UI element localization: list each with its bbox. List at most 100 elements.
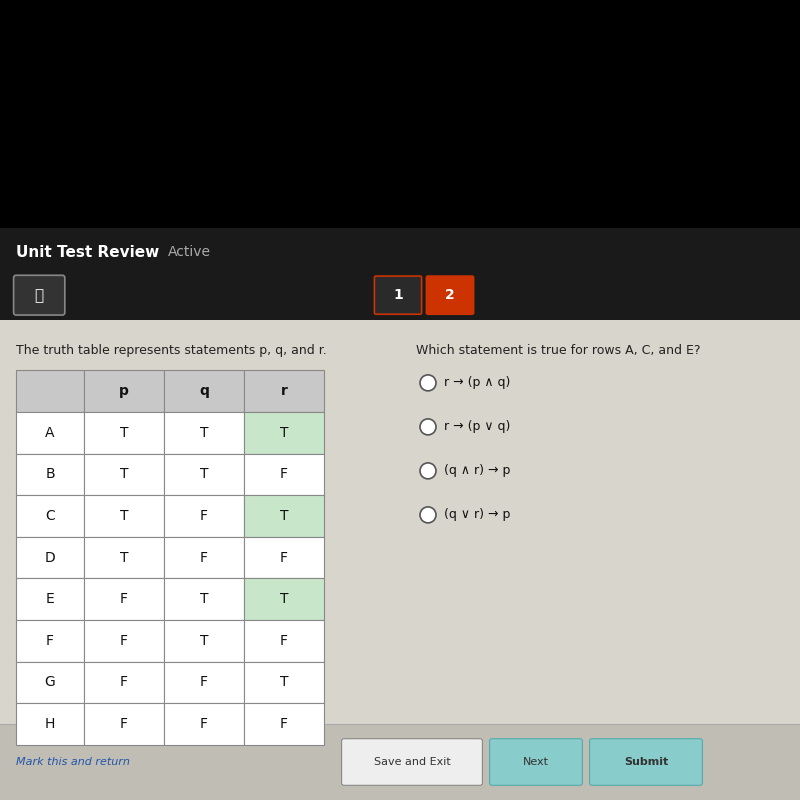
FancyBboxPatch shape xyxy=(14,275,65,315)
Text: T: T xyxy=(200,592,208,606)
Text: T: T xyxy=(120,509,128,523)
Text: E: E xyxy=(46,592,54,606)
Bar xyxy=(84,578,164,620)
Bar xyxy=(84,537,164,578)
Text: F: F xyxy=(46,634,54,648)
Bar xyxy=(84,454,164,495)
Bar xyxy=(244,662,324,703)
Text: T: T xyxy=(280,675,288,690)
Circle shape xyxy=(420,375,436,391)
Text: F: F xyxy=(120,634,128,648)
Text: Unit Test Review: Unit Test Review xyxy=(16,245,159,260)
Text: (q ∧ r) → p: (q ∧ r) → p xyxy=(444,464,510,478)
Bar xyxy=(164,412,244,454)
Bar xyxy=(16,537,84,578)
Bar xyxy=(16,620,84,662)
FancyBboxPatch shape xyxy=(490,738,582,786)
Bar xyxy=(164,578,244,620)
Circle shape xyxy=(420,507,436,523)
Bar xyxy=(16,662,84,703)
Text: F: F xyxy=(120,592,128,606)
Text: F: F xyxy=(120,675,128,690)
Text: Mark this and return: Mark this and return xyxy=(16,757,130,767)
Text: T: T xyxy=(200,634,208,648)
Bar xyxy=(84,620,164,662)
Circle shape xyxy=(420,419,436,435)
Text: F: F xyxy=(280,717,288,731)
Bar xyxy=(16,370,84,412)
Text: G: G xyxy=(45,675,55,690)
Bar xyxy=(16,578,84,620)
Text: ⎙: ⎙ xyxy=(34,288,44,302)
Bar xyxy=(0,228,800,320)
Bar xyxy=(16,703,84,745)
Text: r: r xyxy=(281,384,287,398)
Text: T: T xyxy=(120,467,128,482)
Text: T: T xyxy=(120,426,128,440)
Bar xyxy=(164,495,244,537)
Text: 1: 1 xyxy=(393,288,403,302)
Bar xyxy=(244,578,324,620)
Text: F: F xyxy=(280,550,288,565)
FancyBboxPatch shape xyxy=(426,276,474,314)
Text: A: A xyxy=(46,426,54,440)
Text: T: T xyxy=(280,509,288,523)
Text: T: T xyxy=(280,426,288,440)
Text: The truth table represents statements p, q, and r.: The truth table represents statements p,… xyxy=(16,344,326,357)
Bar xyxy=(84,370,164,412)
Text: Save and Exit: Save and Exit xyxy=(374,757,450,767)
Bar xyxy=(164,620,244,662)
Bar xyxy=(16,454,84,495)
Text: F: F xyxy=(200,717,208,731)
Text: r → (p ∨ q): r → (p ∨ q) xyxy=(444,420,510,434)
FancyBboxPatch shape xyxy=(590,738,702,786)
Text: F: F xyxy=(280,634,288,648)
Text: F: F xyxy=(200,675,208,690)
Text: B: B xyxy=(45,467,55,482)
Text: Submit: Submit xyxy=(624,757,668,767)
Bar xyxy=(84,662,164,703)
Text: F: F xyxy=(280,467,288,482)
Text: q: q xyxy=(199,384,209,398)
Bar xyxy=(164,662,244,703)
Text: Next: Next xyxy=(523,757,549,767)
Text: F: F xyxy=(200,509,208,523)
Text: r → (p ∧ q): r → (p ∧ q) xyxy=(444,376,510,390)
Bar xyxy=(16,412,84,454)
Bar xyxy=(16,495,84,537)
Text: H: H xyxy=(45,717,55,731)
Text: T: T xyxy=(200,467,208,482)
Bar xyxy=(244,703,324,745)
Text: 2: 2 xyxy=(445,288,455,302)
Text: Which statement is true for rows A, C, and E?: Which statement is true for rows A, C, a… xyxy=(416,344,701,357)
Bar xyxy=(84,495,164,537)
Bar xyxy=(0,320,800,724)
Bar xyxy=(84,412,164,454)
Bar xyxy=(244,495,324,537)
Bar xyxy=(164,703,244,745)
Text: T: T xyxy=(280,592,288,606)
Bar xyxy=(84,703,164,745)
Bar xyxy=(244,412,324,454)
Bar xyxy=(244,537,324,578)
FancyBboxPatch shape xyxy=(342,738,482,786)
Bar xyxy=(0,0,800,228)
Bar xyxy=(164,537,244,578)
Bar xyxy=(244,454,324,495)
Text: T: T xyxy=(120,550,128,565)
Text: F: F xyxy=(200,550,208,565)
Bar xyxy=(244,370,324,412)
Text: Active: Active xyxy=(168,245,211,259)
Text: (q ∨ r) → p: (q ∨ r) → p xyxy=(444,508,510,522)
Bar xyxy=(0,724,800,800)
Text: F: F xyxy=(120,717,128,731)
Text: p: p xyxy=(119,384,129,398)
Text: D: D xyxy=(45,550,55,565)
FancyBboxPatch shape xyxy=(374,276,422,314)
Text: T: T xyxy=(200,426,208,440)
Bar xyxy=(164,454,244,495)
Circle shape xyxy=(420,463,436,479)
Bar xyxy=(164,370,244,412)
Bar xyxy=(244,620,324,662)
Text: C: C xyxy=(45,509,55,523)
